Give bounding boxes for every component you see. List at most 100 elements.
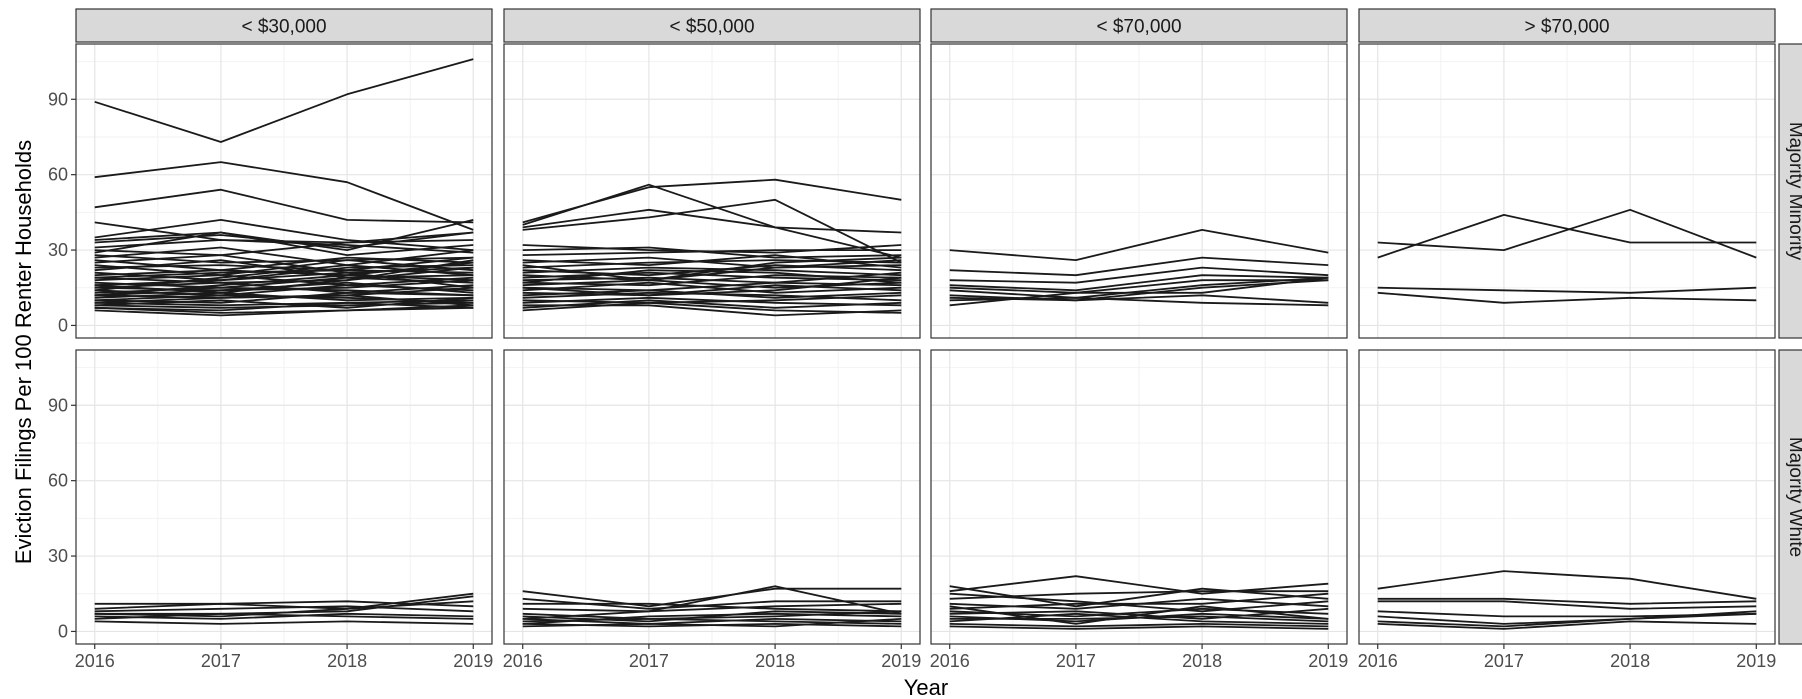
series-line (1377, 208, 1757, 259)
series-line (522, 279, 902, 289)
series-line (522, 294, 902, 304)
strip-background (1778, 43, 1802, 339)
panel-border (1358, 349, 1776, 645)
series-group (522, 178, 902, 317)
series-line (949, 266, 1329, 284)
strips-layer: < $30,000 < $50,000 < $70,000 > $70,000 Majo… (75, 8, 1802, 645)
series-line (94, 261, 474, 297)
y-tick-label: 90 (48, 89, 68, 109)
series-line (94, 188, 474, 224)
series-group (1377, 208, 1757, 304)
series-line (949, 279, 1329, 294)
series-line (949, 256, 1329, 277)
column-strip: > $70,000 (1358, 8, 1776, 43)
y-tick-label: 0 (58, 621, 68, 641)
series-line (94, 218, 474, 251)
series-line (94, 620, 474, 625)
series-line (94, 264, 474, 282)
strip-background (75, 8, 493, 43)
series-line (94, 612, 474, 620)
facet-panel-r0-c0 (75, 43, 493, 339)
series-line (522, 249, 902, 256)
strip-label: Majority White (1785, 437, 1802, 557)
series-line (522, 208, 902, 234)
series-line (522, 276, 902, 297)
series-line (522, 198, 902, 264)
series-line (94, 306, 474, 317)
strip-label: < $50,000 (669, 17, 754, 38)
series-line (949, 276, 1329, 299)
series-line (94, 301, 474, 312)
series-line (1377, 620, 1757, 630)
x-tick-label: 2016 (503, 651, 543, 671)
x-tick-label: 2018 (1182, 651, 1222, 671)
x-tick-label: 2016 (1358, 651, 1398, 671)
series-line (522, 266, 902, 277)
x-tick-label: 2017 (201, 651, 241, 671)
panel-border (930, 43, 1348, 339)
series-line (522, 183, 902, 259)
facet-panel-r1-c1 (503, 349, 921, 645)
series-group (949, 575, 1329, 630)
series-line (1377, 570, 1757, 600)
series-line (949, 279, 1329, 302)
facet-panel-r1-c2 (930, 349, 1348, 645)
series-line (1377, 610, 1757, 625)
series-line (522, 274, 902, 287)
column-strip: < $50,000 (503, 8, 921, 43)
series-line (94, 259, 474, 294)
series-line (94, 296, 474, 309)
series-line (94, 231, 474, 257)
series-line (94, 592, 474, 610)
y-axis-title: Eviction Filings Per 100 Renter Househol… (11, 140, 36, 564)
x-tick-label: 2018 (327, 651, 367, 671)
strip-background (503, 8, 921, 43)
x-tick-label: 2019 (1736, 651, 1776, 671)
y-tick-label: 60 (48, 471, 68, 491)
series-line (949, 228, 1329, 262)
x-tick-label: 2016 (930, 651, 970, 671)
series-line (94, 291, 474, 304)
series-line (1377, 600, 1757, 610)
strip-label: Majority Minority (1785, 122, 1802, 261)
y-tick-label: 90 (48, 395, 68, 415)
series-line (94, 246, 474, 267)
series-line (522, 301, 902, 314)
series-line (522, 299, 902, 309)
series-line (94, 600, 474, 618)
panel-border (930, 349, 1348, 645)
series-line (522, 284, 902, 297)
series-group (94, 58, 474, 317)
y-tick-label: 60 (48, 165, 68, 185)
facet-panel-r1-c3 (1358, 349, 1776, 645)
x-tick-label: 2017 (1056, 651, 1096, 671)
x-tick-label: 2019 (881, 651, 921, 671)
x-tick-label: 2018 (1610, 651, 1650, 671)
series-line (522, 612, 902, 625)
series-line (949, 590, 1329, 600)
x-tick-label: 2017 (1484, 651, 1524, 671)
strip-label: > $70,000 (1524, 17, 1609, 38)
series-line (94, 58, 474, 143)
series-group (94, 592, 474, 625)
series-line (949, 605, 1329, 625)
series-line (94, 269, 474, 282)
y-tick-label: 0 (58, 315, 68, 335)
series-line (522, 281, 902, 294)
series-group (522, 585, 902, 628)
strip-background (930, 8, 1348, 43)
series-line (94, 612, 474, 620)
series-line (94, 605, 474, 613)
series-line (522, 256, 902, 269)
series-line (949, 625, 1329, 630)
series-line (94, 294, 474, 307)
row-strip: Majority White (1778, 349, 1802, 645)
y-tick-label: 30 (48, 546, 68, 566)
series-line (949, 592, 1329, 613)
x-tick-label: 2016 (75, 651, 115, 671)
series-line (94, 231, 474, 249)
x-axis-title: Year (904, 675, 948, 699)
series-line (94, 256, 474, 272)
series-line (522, 259, 902, 269)
